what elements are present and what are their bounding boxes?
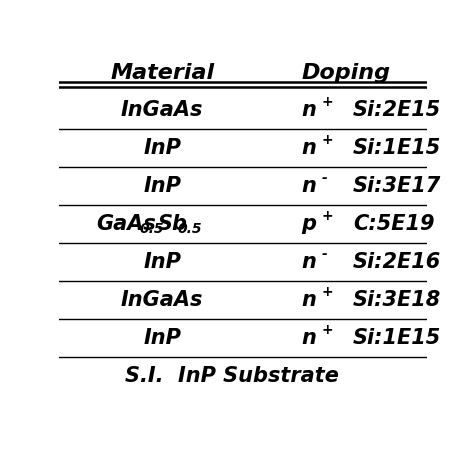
- Text: n: n: [301, 328, 317, 347]
- Text: InGaAs: InGaAs: [121, 100, 203, 120]
- Text: S.I.  InP Substrate: S.I. InP Substrate: [125, 365, 339, 385]
- Text: +: +: [322, 95, 334, 109]
- Text: Si:2E16: Si:2E16: [353, 252, 441, 272]
- Text: n: n: [301, 252, 317, 272]
- Text: n: n: [301, 176, 317, 196]
- Text: Doping: Doping: [301, 64, 390, 83]
- Text: InP: InP: [143, 138, 181, 158]
- Text: InP: InP: [143, 176, 181, 196]
- Text: Si:3E18: Si:3E18: [353, 290, 441, 310]
- Text: Si:2E15: Si:2E15: [353, 100, 441, 120]
- Text: +: +: [322, 284, 334, 299]
- Text: +: +: [322, 133, 334, 147]
- Text: n: n: [301, 290, 317, 310]
- Text: Sb: Sb: [158, 214, 188, 234]
- Text: InP: InP: [143, 328, 181, 347]
- Text: +: +: [322, 209, 334, 223]
- Text: 0.5: 0.5: [140, 222, 164, 236]
- Text: GaAs: GaAs: [96, 214, 156, 234]
- Text: InP: InP: [143, 252, 181, 272]
- Text: Si:3E17: Si:3E17: [353, 176, 441, 196]
- Text: InGaAs: InGaAs: [121, 290, 203, 310]
- Text: -: -: [322, 171, 328, 185]
- Text: p: p: [301, 214, 317, 234]
- Text: n: n: [301, 138, 317, 158]
- Text: 0.5: 0.5: [178, 222, 202, 236]
- Text: Material: Material: [110, 64, 214, 83]
- Text: Si:1E15: Si:1E15: [353, 138, 441, 158]
- Text: -: -: [322, 246, 328, 261]
- Text: n: n: [301, 100, 317, 120]
- Text: Si:1E15: Si:1E15: [353, 328, 441, 347]
- Text: C:5E19: C:5E19: [353, 214, 435, 234]
- Text: +: +: [322, 322, 334, 337]
